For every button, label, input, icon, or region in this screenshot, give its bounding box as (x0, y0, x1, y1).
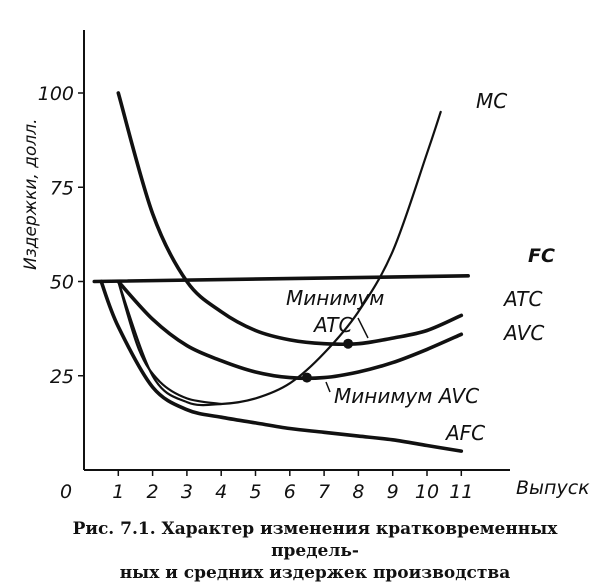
ticks: 0 1 2 3 4 5 6 7 8 9 10 11 25 50 75 100 (38, 83, 474, 503)
x-tick-label-6: 6 (284, 481, 296, 503)
annotation-min-atc-code: ATC (312, 313, 352, 337)
x-tick-label-2: 2 (147, 481, 159, 503)
series-label-avc: AVC (502, 321, 544, 345)
x-tick-label-8: 8 (352, 481, 364, 503)
caption-line-1: Рис. 7.1. Характер изменения кратковреме… (72, 519, 558, 561)
leader-min-avc (325, 381, 331, 393)
series-line-atc (116, 91, 464, 347)
series-label-atc: ATC (502, 287, 542, 311)
x-axis-label: Выпуск (516, 477, 590, 499)
figure-caption: Рис. 7.1. Характер изменения кратковреме… (30, 518, 600, 584)
curves (92, 91, 470, 453)
y-tick-label-0: 25 (50, 366, 74, 388)
y-tick-label-2: 75 (50, 177, 74, 199)
series-label-fc: FC (528, 245, 555, 267)
y-axis-label: Издержки, долл. (21, 119, 41, 271)
axes (83, 30, 510, 471)
x-tick-label-1: 1 (112, 481, 124, 503)
x-tick-label-11: 11 (449, 481, 473, 503)
series-label-mc: MC (476, 89, 507, 113)
x-tick-label-3: 3 (181, 481, 193, 503)
series-line-mc (117, 110, 442, 407)
markers (301, 317, 369, 393)
x-tick-label-7: 7 (318, 481, 330, 503)
x-tick-label-5: 5 (249, 481, 261, 503)
annotation-min-atc-word: Минимум (286, 286, 384, 310)
series-label-afc: AFC (444, 421, 485, 445)
caption-line-2: ных и средних издержек производства (119, 563, 511, 583)
series-line-afc (99, 279, 464, 453)
series-line-connector (117, 280, 223, 406)
labels: Выпуск Издержки, долл. MC FC ATC AVC AFC… (21, 89, 590, 499)
marker-1 (301, 372, 312, 383)
series-line-fc (92, 274, 470, 284)
series-line-avc (116, 279, 464, 381)
leader-min-atc (357, 317, 369, 339)
x-tick-label-10: 10 (415, 481, 439, 503)
annotation-min-avc: Минимум AVC (334, 384, 479, 408)
x-tick-label-4: 4 (215, 481, 227, 503)
y-tick-label-3: 100 (38, 83, 74, 105)
marker-0 (343, 338, 354, 349)
y-tick-label-1: 50 (50, 272, 74, 294)
x-tick-label-0: 0 (60, 481, 72, 503)
x-tick-label-9: 9 (387, 481, 399, 503)
